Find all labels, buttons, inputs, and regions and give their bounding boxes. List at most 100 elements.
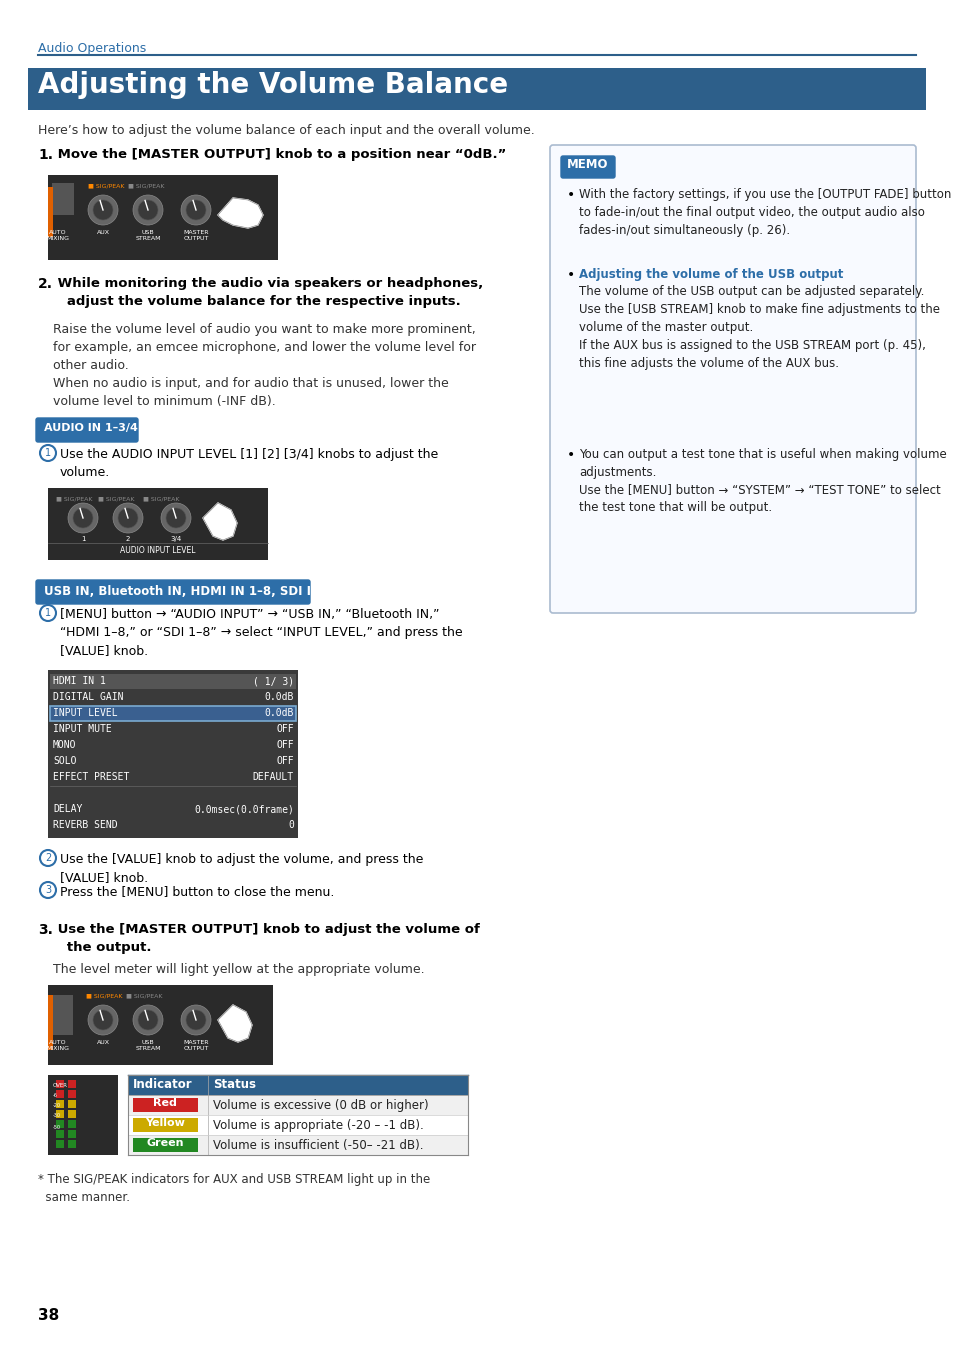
Bar bbox=[68, 1089, 76, 1098]
Circle shape bbox=[166, 508, 186, 528]
Bar bbox=[68, 1100, 76, 1108]
FancyBboxPatch shape bbox=[36, 580, 310, 603]
Text: ■ SIG/PEAK: ■ SIG/PEAK bbox=[86, 994, 122, 998]
Text: Indicator: Indicator bbox=[132, 1079, 193, 1091]
Polygon shape bbox=[218, 1004, 252, 1042]
Text: Red: Red bbox=[152, 1098, 176, 1108]
Text: -6: -6 bbox=[53, 1094, 58, 1098]
Text: Use the AUDIO INPUT LEVEL [1] [2] [3/4] knobs to adjust the
volume.: Use the AUDIO INPUT LEVEL [1] [2] [3/4] … bbox=[60, 448, 437, 479]
Text: AUX: AUX bbox=[96, 1040, 110, 1045]
Text: 2.: 2. bbox=[38, 277, 53, 292]
Circle shape bbox=[186, 200, 206, 220]
Text: REVERB SEND: REVERB SEND bbox=[53, 819, 117, 830]
Circle shape bbox=[88, 194, 118, 225]
Text: Audio Operations: Audio Operations bbox=[38, 42, 146, 55]
Circle shape bbox=[112, 504, 143, 533]
Circle shape bbox=[40, 882, 56, 898]
Text: USB IN, Bluetooth IN, HDMI IN 1–8, SDI IN 1–8: USB IN, Bluetooth IN, HDMI IN 1–8, SDI I… bbox=[44, 585, 347, 598]
Bar bbox=[68, 1110, 76, 1118]
Bar bbox=[132, 1138, 198, 1152]
Text: •: • bbox=[566, 448, 575, 462]
Circle shape bbox=[118, 508, 138, 528]
Text: 1: 1 bbox=[45, 448, 51, 458]
Text: 2: 2 bbox=[45, 853, 51, 863]
Text: Volume is insufficient (-50– -21 dB).: Volume is insufficient (-50– -21 dB). bbox=[213, 1139, 423, 1152]
Text: 1: 1 bbox=[45, 608, 51, 618]
Text: •: • bbox=[566, 188, 575, 202]
Bar bbox=[128, 1095, 468, 1115]
Text: Use the [MASTER OUTPUT] knob to adjust the volume of
   the output.: Use the [MASTER OUTPUT] knob to adjust t… bbox=[53, 923, 479, 954]
Text: MONO: MONO bbox=[53, 740, 76, 751]
Text: 3/4: 3/4 bbox=[171, 536, 181, 541]
Circle shape bbox=[181, 1004, 211, 1035]
Text: MEMO: MEMO bbox=[567, 158, 608, 171]
Text: The level meter will light yellow at the appropriate volume.: The level meter will light yellow at the… bbox=[53, 963, 424, 976]
Text: INPUT LEVEL: INPUT LEVEL bbox=[53, 707, 117, 718]
Text: AUDIO INPUT LEVEL: AUDIO INPUT LEVEL bbox=[120, 545, 195, 555]
Text: MASTER
OUTPUT: MASTER OUTPUT bbox=[183, 230, 209, 240]
Bar bbox=[50, 674, 295, 688]
Bar bbox=[48, 176, 277, 261]
Text: AUTO
MIXING: AUTO MIXING bbox=[47, 230, 70, 240]
Bar bbox=[132, 1098, 198, 1112]
Text: ■ SIG/PEAK: ■ SIG/PEAK bbox=[88, 184, 125, 188]
Text: Raise the volume level of audio you want to make more prominent,
for example, an: Raise the volume level of audio you want… bbox=[53, 323, 476, 373]
Text: USB
STREAM: USB STREAM bbox=[135, 230, 161, 240]
Text: 0.0dB: 0.0dB bbox=[264, 707, 294, 718]
Text: Status: Status bbox=[213, 1079, 255, 1091]
Text: ( 1/ 3): ( 1/ 3) bbox=[253, 676, 294, 686]
Text: OFF: OFF bbox=[276, 724, 294, 734]
Text: DEFAULT: DEFAULT bbox=[253, 772, 294, 782]
Text: SOLO: SOLO bbox=[53, 756, 76, 765]
Text: 3.: 3. bbox=[38, 923, 52, 937]
Text: 0.0dB: 0.0dB bbox=[264, 693, 294, 702]
Circle shape bbox=[88, 1004, 118, 1035]
Circle shape bbox=[68, 504, 98, 533]
Circle shape bbox=[92, 1010, 112, 1030]
Text: 0: 0 bbox=[288, 819, 294, 830]
Bar bbox=[53, 995, 73, 1035]
Text: •: • bbox=[566, 269, 575, 282]
Bar bbox=[56, 1080, 64, 1088]
Bar bbox=[48, 986, 273, 1065]
Text: Press the [MENU] button to close the menu.: Press the [MENU] button to close the men… bbox=[60, 886, 334, 898]
Text: * The SIG/PEAK indicators for AUX and USB STREAM light up in the
  same manner.: * The SIG/PEAK indicators for AUX and US… bbox=[38, 1173, 430, 1204]
Text: [MENU] button → “AUDIO INPUT” → “USB IN,” “Bluetooth IN,”
“HDMI 1–8,” or “SDI 1–: [MENU] button → “AUDIO INPUT” → “USB IN,… bbox=[60, 608, 462, 657]
Circle shape bbox=[132, 1004, 163, 1035]
Text: 2: 2 bbox=[126, 536, 130, 541]
Text: The volume of the USB output can be adjusted separately.
Use the [USB STREAM] kn: The volume of the USB output can be adju… bbox=[578, 285, 939, 370]
Bar bbox=[132, 1118, 198, 1133]
Text: INPUT MUTE: INPUT MUTE bbox=[53, 724, 112, 734]
Text: With the factory settings, if you use the [OUTPUT FADE] button
to fade-in/out th: With the factory settings, if you use th… bbox=[578, 188, 950, 238]
Text: ■ SIG/PEAK: ■ SIG/PEAK bbox=[56, 495, 92, 501]
Circle shape bbox=[132, 194, 163, 225]
Bar bbox=[28, 68, 925, 109]
Text: 38: 38 bbox=[38, 1308, 59, 1323]
Bar bbox=[56, 1100, 64, 1108]
Bar bbox=[128, 1115, 468, 1135]
Bar bbox=[56, 1139, 64, 1147]
Text: Use the [MENU] button → “SYSTEM” → “TEST TONE” to select
the test tone that will: Use the [MENU] button → “SYSTEM” → “TEST… bbox=[578, 483, 940, 514]
Circle shape bbox=[73, 508, 92, 528]
Text: 1: 1 bbox=[81, 536, 85, 541]
Polygon shape bbox=[218, 198, 263, 228]
Text: OFF: OFF bbox=[276, 756, 294, 765]
Text: Adjusting the Volume Balance: Adjusting the Volume Balance bbox=[38, 72, 508, 99]
Text: -30: -30 bbox=[53, 1112, 61, 1118]
Text: Volume is appropriate (-20 – -1 dB).: Volume is appropriate (-20 – -1 dB). bbox=[213, 1119, 423, 1133]
Text: You can output a test tone that is useful when making volume
adjustments.: You can output a test tone that is usefu… bbox=[578, 448, 945, 479]
FancyBboxPatch shape bbox=[36, 418, 138, 441]
Text: -50: -50 bbox=[53, 1125, 61, 1130]
Text: While monitoring the audio via speakers or headphones,
   adjust the volume bala: While monitoring the audio via speakers … bbox=[53, 277, 483, 308]
Text: Green: Green bbox=[146, 1138, 184, 1148]
Text: Use the [VALUE] knob to adjust the volume, and press the
[VALUE] knob.: Use the [VALUE] knob to adjust the volum… bbox=[60, 853, 423, 884]
Bar bbox=[68, 1130, 76, 1138]
Polygon shape bbox=[203, 504, 236, 540]
Text: DELAY: DELAY bbox=[53, 805, 82, 814]
Circle shape bbox=[161, 504, 191, 533]
Text: HDMI IN 1: HDMI IN 1 bbox=[53, 676, 106, 686]
FancyBboxPatch shape bbox=[550, 144, 915, 613]
Text: AUDIO IN 1–3/4: AUDIO IN 1–3/4 bbox=[44, 423, 138, 433]
Text: DIGITAL GAIN: DIGITAL GAIN bbox=[53, 693, 123, 702]
Text: 3: 3 bbox=[45, 886, 51, 895]
